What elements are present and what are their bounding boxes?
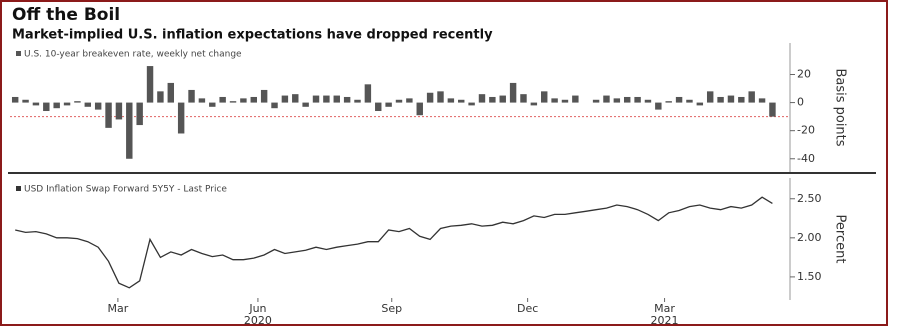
x-tick-label: Sep: [381, 302, 402, 315]
bar: [354, 99, 361, 103]
bar: [43, 102, 50, 112]
bar: [63, 102, 71, 106]
bar: [623, 96, 631, 103]
bar: [240, 98, 247, 103]
bar: [644, 99, 652, 103]
bar: [468, 102, 475, 106]
bar: [769, 102, 776, 117]
bar: [364, 84, 372, 103]
bar: [302, 102, 309, 107]
bar: [655, 102, 662, 110]
bar: [260, 89, 268, 103]
bar: [561, 99, 569, 103]
bar: [572, 95, 579, 103]
bar: [323, 95, 330, 103]
bar: [541, 91, 548, 103]
y-tick-label: 2.50: [797, 192, 822, 205]
bar: [219, 96, 226, 103]
bar: [530, 102, 538, 106]
legend-swatch: [16, 51, 21, 56]
x-year-label: 2021: [651, 314, 679, 326]
bar: [53, 102, 60, 109]
bar: [385, 102, 392, 107]
bar: [281, 95, 289, 103]
bar: [758, 98, 766, 103]
bar: [551, 98, 558, 103]
legend-label: U.S. 10-year breakeven rate, weekly net …: [24, 50, 242, 60]
bar: [94, 102, 102, 110]
bar: [312, 95, 320, 103]
bar: [447, 98, 455, 103]
bar: [292, 94, 299, 103]
bar: [32, 102, 40, 106]
bar: [105, 102, 112, 128]
bar: [188, 89, 195, 103]
bar: [136, 102, 143, 126]
bar: [686, 99, 693, 103]
x-tick-label: Jun: [248, 302, 266, 315]
bar: [509, 82, 517, 103]
y-tick-label: -40: [797, 152, 815, 165]
x-year-label: 2020: [244, 314, 272, 326]
bar: [499, 95, 506, 103]
bar: [198, 98, 206, 103]
bar: [675, 96, 683, 103]
bar: [177, 102, 185, 134]
bar: [706, 91, 714, 103]
bar: [613, 98, 621, 103]
y-tick-label: 2.00: [797, 231, 822, 244]
y-axis-label: Percent: [833, 215, 848, 264]
y-axis-label: Basis points: [833, 68, 848, 146]
x-tick-label: Mar: [654, 302, 675, 315]
bar: [520, 94, 527, 103]
bar: [115, 102, 123, 120]
bar: [343, 96, 351, 103]
bar: [229, 101, 237, 103]
y-tick-label: -20: [797, 124, 815, 137]
bar: [665, 101, 672, 103]
bar: [458, 99, 465, 103]
bar: [634, 96, 641, 103]
line: [15, 196, 773, 289]
y-tick-label: 0: [797, 96, 804, 109]
bar: [738, 96, 745, 103]
panel: [8, 44, 790, 172]
bar: [395, 99, 403, 103]
bar: [167, 82, 175, 103]
bar: [250, 96, 257, 103]
bar: [696, 102, 704, 106]
bar: [22, 99, 29, 103]
bar: [748, 91, 755, 103]
bar: [416, 102, 423, 116]
y-tick-label: 20: [797, 67, 811, 80]
bar: [11, 96, 19, 103]
legend-label: USD Inflation Swap Forward 5Y5Y - Last P…: [24, 185, 227, 195]
legend-swatch: [16, 186, 21, 191]
bar: [478, 94, 486, 103]
bar: [727, 95, 735, 103]
bar: [489, 96, 496, 103]
x-tick-label: Mar: [107, 302, 128, 315]
bar: [271, 102, 278, 109]
bar: [437, 91, 444, 103]
bar: [375, 102, 382, 112]
bar: [84, 102, 92, 107]
bar: [333, 95, 340, 103]
bar: [146, 66, 154, 103]
bar: [126, 102, 133, 159]
chart-subtitle: Market-implied U.S. inflation expectatio…: [12, 28, 493, 43]
x-tick-label: Dec: [517, 302, 538, 315]
y-tick-label: 1.50: [797, 270, 822, 283]
bar: [157, 91, 164, 103]
bar: [74, 101, 81, 103]
bar: [592, 99, 600, 103]
bar: [209, 102, 216, 107]
bar: [603, 95, 610, 103]
bar: [406, 98, 413, 103]
chart-title: Off the Boil: [12, 5, 120, 25]
bar: [426, 92, 434, 103]
bar: [717, 96, 724, 103]
